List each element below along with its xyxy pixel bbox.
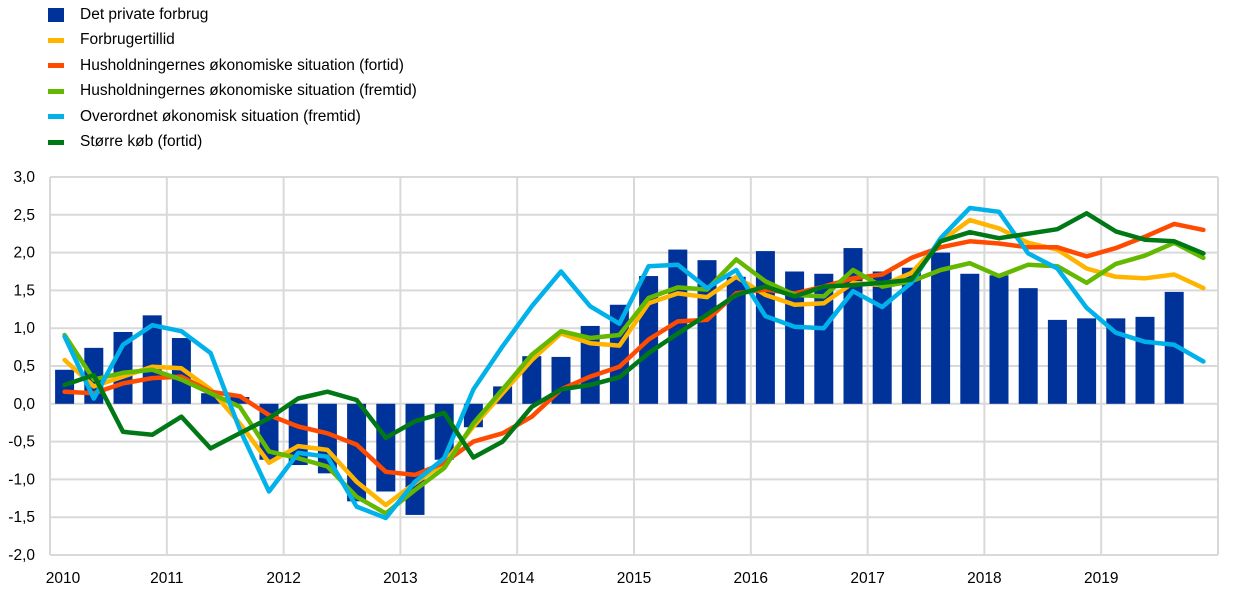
- legend-label: Husholdningernes økonomiske situation (f…: [80, 56, 404, 74]
- legend-label: Det private forbrug: [80, 5, 209, 23]
- bar: [1164, 291, 1184, 404]
- y-tick-label: 2,0: [13, 245, 35, 262]
- legend-label: Større køb (fortid): [80, 133, 203, 151]
- bar: [901, 267, 921, 404]
- y-tick-label: -0,5: [8, 434, 35, 451]
- line-series: [62, 221, 1206, 478]
- x-tick-label: 2012: [266, 570, 300, 587]
- bar: [960, 273, 980, 404]
- legend-item: Husholdningernes økonomiske situation (f…: [48, 53, 417, 79]
- y-tick-label: 0,0: [13, 396, 35, 413]
- legend-label: Forbrugertillid: [80, 31, 175, 49]
- line-series: [62, 211, 1206, 460]
- legend-item: Overordnet økonomisk situation (fremtid): [48, 104, 417, 130]
- x-tick-label: 2015: [617, 570, 651, 587]
- x-tick-label: 2017: [850, 570, 884, 587]
- bar: [814, 273, 834, 404]
- x-tick-label: 2018: [967, 570, 1001, 587]
- line-series: [62, 205, 1206, 521]
- x-tick-label: 2010: [46, 570, 81, 587]
- legend-swatch-bar: [48, 7, 64, 22]
- legend-label: Husholdningernes økonomiske situation (f…: [80, 82, 417, 100]
- legend-item: Husholdningernes økonomiske situation (f…: [48, 79, 417, 105]
- legend-swatch-line: [48, 139, 64, 145]
- x-tick-label: 2019: [1084, 570, 1118, 587]
- x-tick-label: 2016: [734, 570, 768, 587]
- bar: [1018, 288, 1038, 404]
- legend-swatch-line: [48, 37, 64, 43]
- legend-item: Det private forbrug: [48, 2, 417, 28]
- y-tick-label: 1,5: [13, 282, 35, 299]
- bar: [1047, 319, 1067, 404]
- bar: [1106, 318, 1126, 404]
- legend-item: Forbrugertillid: [48, 28, 417, 54]
- bar: [142, 315, 162, 404]
- bar: [989, 275, 1009, 404]
- legend-swatch-line: [48, 88, 64, 94]
- y-tick-label: 0,5: [13, 358, 35, 375]
- y-tick-label: 1,0: [13, 320, 35, 337]
- bar: [376, 403, 396, 492]
- line-series: [62, 240, 1206, 516]
- y-tick-label: 3,0: [13, 169, 35, 186]
- bar: [1077, 318, 1097, 404]
- bar: [726, 276, 746, 404]
- y-tick-label: -2,0: [8, 547, 35, 564]
- y-tick-label: -1,5: [8, 509, 35, 526]
- bar: [1135, 316, 1155, 404]
- bar: [201, 393, 221, 404]
- legend-swatch-line: [48, 114, 64, 120]
- legend-swatch-line: [48, 63, 64, 69]
- y-tick-label: 2,5: [13, 207, 35, 224]
- bar: [872, 271, 892, 404]
- bar: [931, 252, 951, 404]
- bar: [230, 396, 250, 404]
- x-tick-label: 2014: [500, 570, 535, 587]
- legend-item: Større køb (fortid): [48, 130, 417, 156]
- legend-label: Overordnet økonomisk situation (fremtid): [80, 107, 361, 125]
- x-tick-label: 2013: [383, 570, 417, 587]
- legend: Det private forbrug Forbrugertillid Hushol…: [48, 2, 417, 155]
- x-tick-label: 2011: [150, 570, 183, 587]
- y-tick-label: -1,0: [8, 471, 35, 488]
